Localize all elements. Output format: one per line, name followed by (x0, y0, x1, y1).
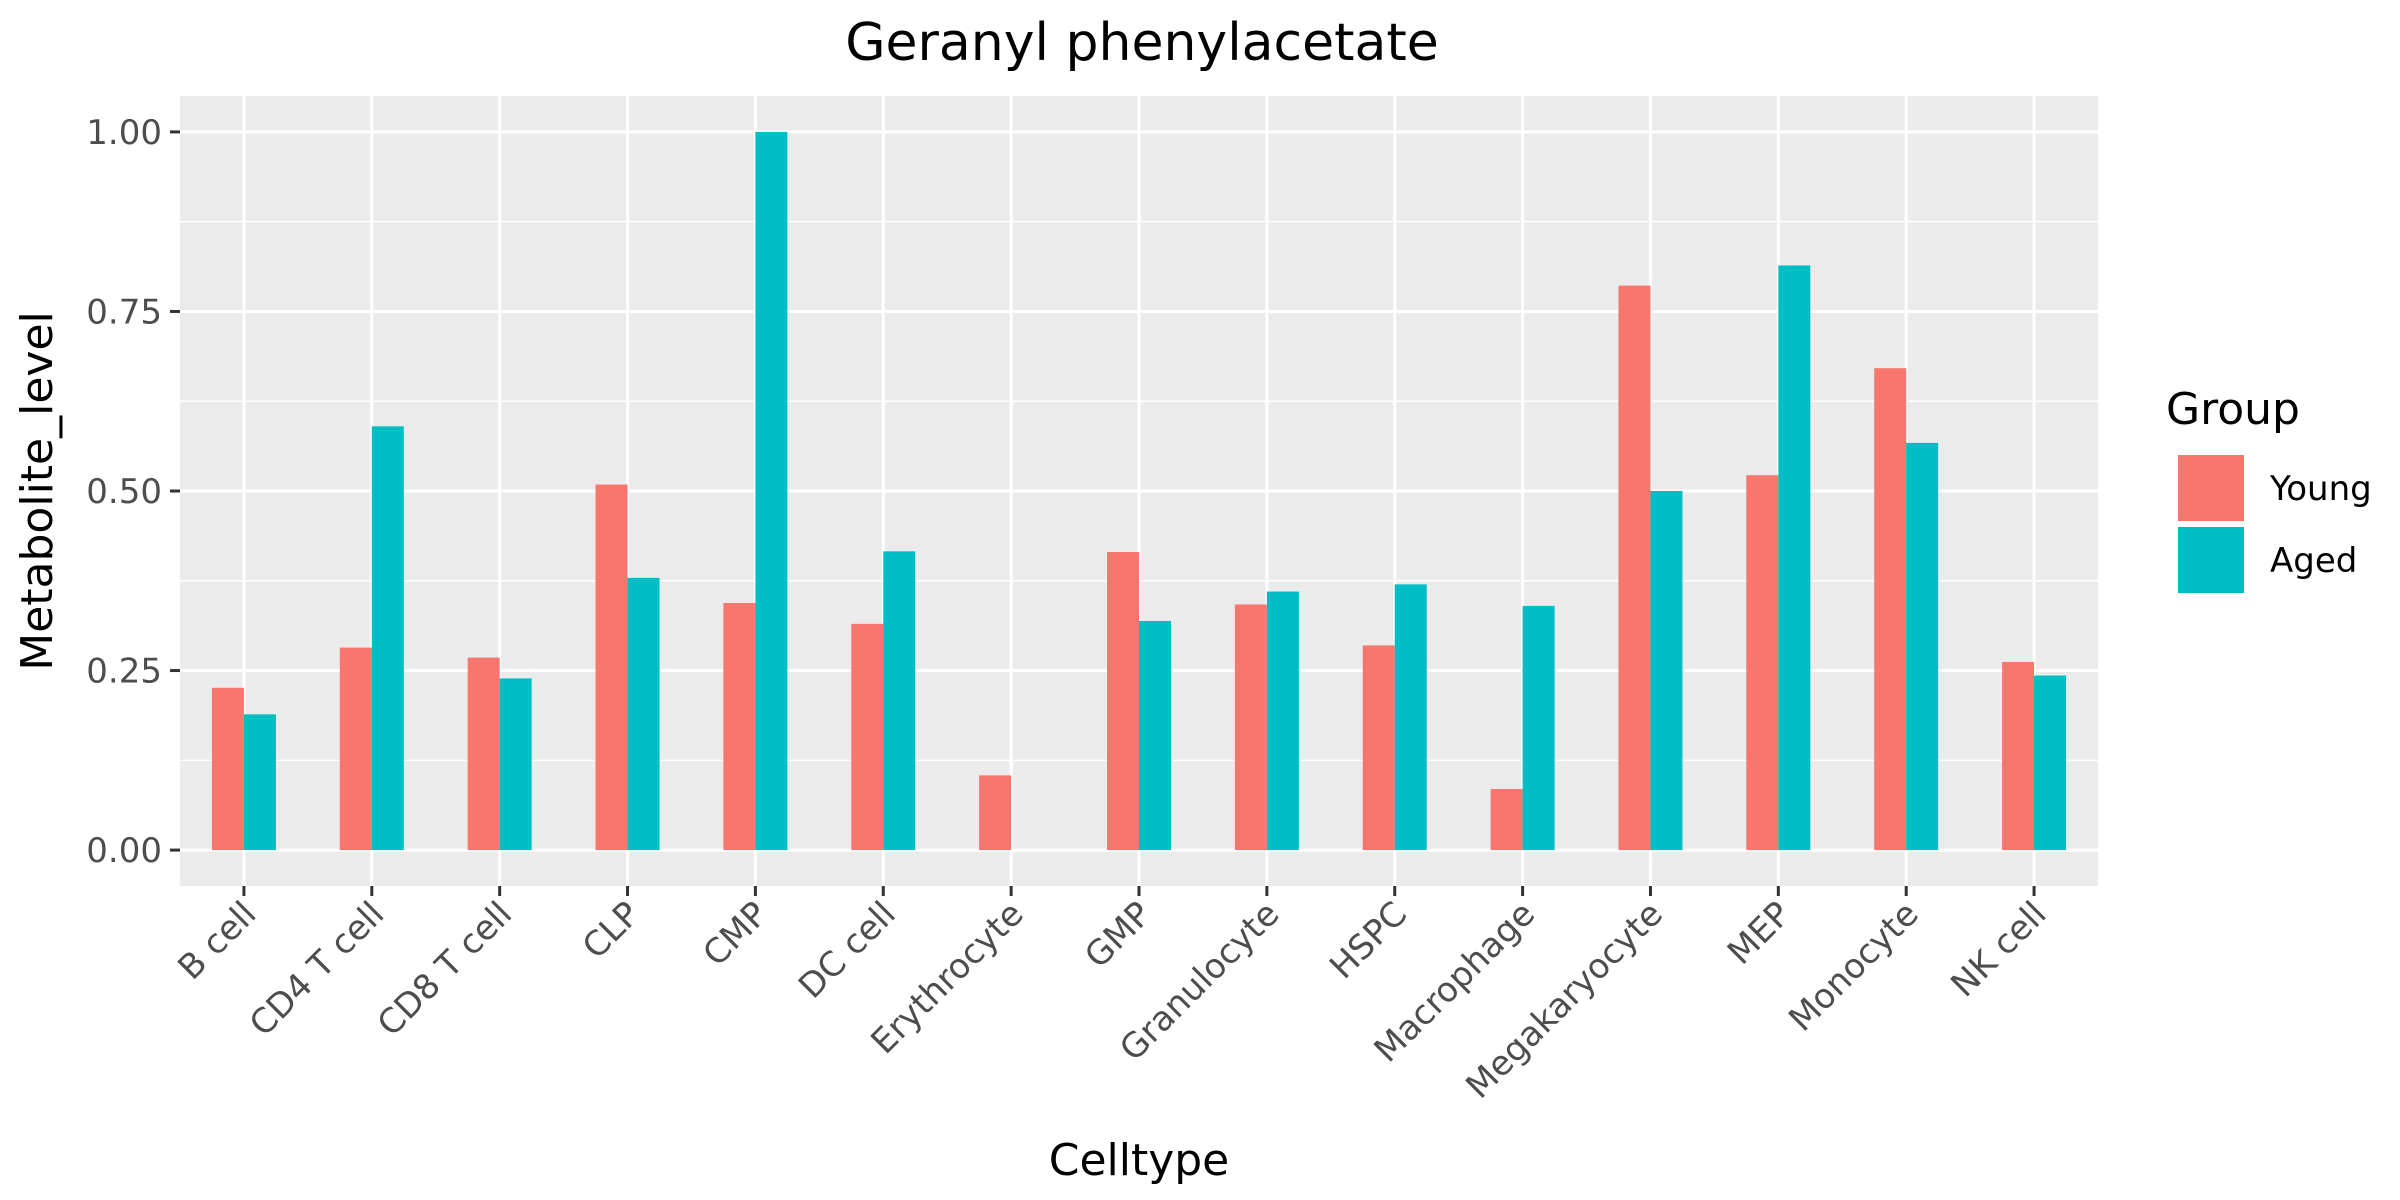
x-tick-label: CD8 T cell (370, 894, 520, 1044)
bar-young-mep (1746, 475, 1779, 851)
bar-aged-gmp (1139, 620, 1171, 851)
x-axis-title: Celltype (1049, 1135, 1230, 1186)
bar-aged-clp (627, 577, 660, 851)
bars (211, 131, 2067, 851)
bar-young-nk-cell (2002, 661, 2035, 851)
bar-young-megakaryocyte (1618, 285, 1651, 851)
legend-title: Group (2166, 384, 2300, 435)
bar-young-hspc (1362, 645, 1395, 851)
bar-aged-hspc (1394, 584, 1427, 851)
x-tick-label: HSPC (1322, 894, 1415, 987)
bar-aged-cmp (755, 131, 788, 851)
bar-aged-dc-cell (883, 551, 916, 851)
x-tick-label: DC cell (791, 894, 904, 1007)
bar-aged-mep (1778, 265, 1811, 851)
legend-label-aged: Aged (2270, 541, 2357, 581)
bar-aged-nk-cell (2034, 675, 2067, 851)
y-tick-label: 0.50 (86, 472, 162, 512)
chart-title: Geranyl phenylacetate (845, 13, 1438, 73)
y-tick-label: 0.00 (86, 831, 162, 871)
bar-young-b-cell (211, 687, 244, 851)
bar-aged-megakaryocyte (1650, 491, 1683, 851)
x-tick-label: MEP (1720, 894, 1799, 973)
bar-young-cd4-t-cell (339, 647, 372, 851)
bar-aged-cd8-t-cell (499, 678, 532, 851)
x-tick-label: NK cell (1943, 894, 2054, 1005)
legend-label-young: Young (2269, 469, 2372, 509)
x-tick-label: CLP (575, 894, 648, 967)
bar-young-erythrocyte (979, 775, 1012, 851)
x-tick-label: Monocyte (1781, 894, 1926, 1039)
bar-young-monocyte (1874, 368, 1907, 851)
bar-young-macrophage (1490, 789, 1523, 851)
legend: Group Young Aged (2166, 384, 2372, 593)
bar-young-dc-cell (851, 623, 884, 851)
bar-aged-monocyte (1906, 442, 1939, 851)
bar-aged-granulocyte (1266, 591, 1299, 851)
bar-young-cmp (723, 603, 756, 851)
legend-swatch-young (2178, 455, 2244, 521)
x-tick-label: GMP (1077, 894, 1159, 976)
legend-swatch-aged (2178, 527, 2244, 593)
bar-young-clp (595, 484, 628, 851)
y-axis-title: Metabolite_level (12, 311, 63, 671)
x-tick-label: CMP (695, 894, 775, 974)
bar-aged-macrophage (1522, 605, 1555, 851)
x-tick-label: B cell (171, 894, 265, 988)
bar-young-granulocyte (1234, 604, 1267, 851)
bar-young-gmp (1107, 552, 1139, 851)
x-tick-label: CD4 T cell (242, 894, 392, 1044)
y-tick-label: 0.75 (86, 292, 162, 332)
bar-aged-cd4-t-cell (371, 426, 404, 851)
y-tick-label: 0.25 (86, 652, 162, 692)
bar-aged-b-cell (243, 714, 276, 851)
y-tick-label: 1.00 (86, 113, 162, 153)
y-axis: 0.00 0.25 0.50 0.75 1.00 (86, 113, 180, 871)
bar-young-cd8-t-cell (467, 657, 500, 851)
